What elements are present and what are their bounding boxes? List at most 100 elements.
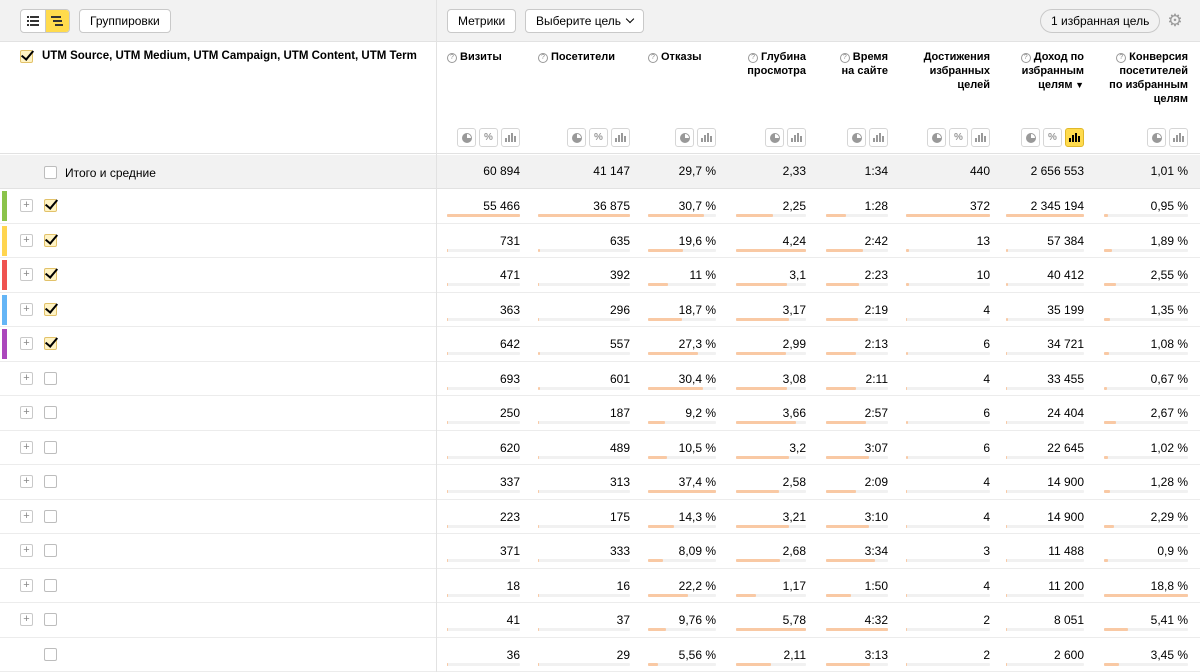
help-icon[interactable]: ?: [648, 53, 658, 63]
select-goal-dropdown[interactable]: Выберите цель: [525, 9, 645, 33]
column-header[interactable]: Достижения избранных целей: [906, 50, 990, 92]
table-cell: 4: [983, 371, 990, 386]
totals-checkbox[interactable]: [44, 166, 57, 179]
value-bar: [826, 490, 856, 493]
help-icon[interactable]: ?: [839, 53, 850, 63]
expand-icon[interactable]: +: [20, 613, 33, 626]
expand-icon[interactable]: +: [20, 337, 33, 350]
bar-chart-icon[interactable]: [501, 128, 520, 147]
expand-icon[interactable]: +: [20, 578, 33, 592]
row-checkbox[interactable]: [44, 337, 57, 350]
table-row: +693 601 30,4 % 3,08 2:11 4 33 455 0,67 %: [0, 361, 1200, 396]
value-bar-track: [1104, 352, 1188, 355]
help-icon[interactable]: ?: [447, 53, 457, 63]
row-checkbox[interactable]: [44, 406, 57, 419]
expand-icon[interactable]: +: [20, 233, 33, 247]
column-header[interactable]: ? Глубина просмотра: [736, 50, 806, 78]
column-header[interactable]: ? Посетители: [538, 50, 630, 64]
value-bar: [1006, 421, 1007, 424]
row-checkbox[interactable]: [44, 233, 57, 247]
row-checkbox[interactable]: [44, 509, 57, 523]
table-cell: 1:50: [864, 578, 888, 593]
table-cell: 2,11: [783, 647, 806, 662]
expand-icon[interactable]: +: [20, 440, 33, 454]
row-checkbox[interactable]: [44, 578, 57, 592]
expand-icon[interactable]: +: [20, 406, 33, 419]
pie-chart-icon[interactable]: [927, 128, 946, 147]
pie-chart-icon[interactable]: [567, 128, 586, 147]
row-checkbox[interactable]: [44, 199, 57, 212]
value-bar: [538, 352, 540, 355]
favorite-goals-button[interactable]: 1 избранная цель: [1040, 9, 1161, 33]
sort-desc-icon[interactable]: ▼: [1072, 80, 1084, 90]
percent-icon[interactable]: %: [479, 128, 498, 147]
value-bar: [447, 352, 448, 355]
select-all-checkbox[interactable]: [20, 50, 33, 63]
table-cell: 6: [983, 406, 990, 420]
column-header[interactable]: ? Время на сайте: [826, 50, 888, 78]
bar-chart-icon[interactable]: [611, 128, 630, 147]
pie-chart-icon[interactable]: [675, 128, 694, 147]
pie-chart-icon[interactable]: [1147, 128, 1166, 147]
expand-icon[interactable]: +: [20, 302, 33, 316]
expand-icon[interactable]: +: [20, 544, 33, 557]
value-bar: [447, 524, 448, 528]
bar-chart-icon[interactable]: [1169, 128, 1188, 147]
table-cell: 1,28 %: [1150, 475, 1188, 489]
column-header[interactable]: ? Отказы: [648, 50, 716, 64]
column-header[interactable]: ? Конверсия посетителей по избранным целя…: [1104, 50, 1188, 106]
value-bar-track: [906, 524, 990, 528]
pie-chart-icon[interactable]: [457, 128, 476, 147]
value-bar: [447, 317, 448, 321]
row-checkbox[interactable]: [44, 268, 57, 281]
row-checkbox[interactable]: [44, 440, 57, 454]
value-bar-track: [648, 455, 716, 459]
list-view-button[interactable]: [21, 10, 45, 32]
pie-chart-icon[interactable]: [847, 128, 866, 147]
expand-icon[interactable]: +: [20, 268, 33, 281]
table-cell: 471: [499, 268, 520, 282]
column-header[interactable]: ? Доход по избранным целям ▼: [1006, 50, 1084, 92]
value-bar: [906, 559, 907, 562]
chevron-down-icon: [625, 14, 635, 24]
help-icon[interactable]: ?: [1116, 53, 1127, 63]
help-icon[interactable]: ?: [748, 53, 759, 63]
percent-icon[interactable]: %: [589, 128, 608, 147]
value-bar-track: [447, 628, 520, 631]
value-bar-track: [826, 490, 888, 493]
table-cell: 14 900: [1047, 475, 1084, 489]
expand-icon[interactable]: +: [20, 475, 33, 488]
expand-icon[interactable]: +: [20, 371, 33, 385]
percent-icon[interactable]: %: [1043, 128, 1062, 147]
pie-chart-icon[interactable]: [765, 128, 784, 147]
row-checkbox[interactable]: [44, 647, 57, 661]
value-bar-track: [906, 455, 990, 459]
gear-icon[interactable]: ⚙: [1167, 11, 1183, 30]
row-checkbox[interactable]: [44, 302, 57, 316]
bar-chart-icon[interactable]: [869, 128, 888, 147]
value-bar-track: [1104, 628, 1188, 631]
metrics-button[interactable]: Метрики: [447, 9, 517, 33]
expand-icon[interactable]: +: [20, 199, 33, 212]
value-bar: [538, 593, 539, 597]
row-checkbox[interactable]: [44, 371, 57, 385]
help-icon[interactable]: ?: [1020, 53, 1031, 63]
tree-view-button[interactable]: [44, 10, 69, 32]
bar-chart-icon[interactable]: [971, 128, 990, 147]
pie-chart-icon[interactable]: [1021, 128, 1040, 147]
bar-chart-icon[interactable]: [697, 128, 716, 147]
help-icon[interactable]: ?: [538, 53, 548, 63]
row-checkbox[interactable]: [44, 475, 57, 488]
value-bar: [648, 593, 688, 597]
bar-chart-icon[interactable]: [787, 128, 806, 147]
row-checkbox[interactable]: [44, 544, 57, 557]
dimension-header: UTM Source, UTM Medium, UTM Campaign, UT…: [20, 50, 417, 63]
table-cell: 18,8 %: [1150, 578, 1188, 593]
expand-icon[interactable]: +: [20, 509, 33, 523]
column-header[interactable]: ? Визиты: [447, 50, 520, 64]
groupings-button[interactable]: Группировки: [79, 9, 171, 33]
table-cell: 693: [499, 371, 520, 386]
percent-icon[interactable]: %: [949, 128, 968, 147]
row-checkbox[interactable]: [44, 613, 57, 626]
bar-chart-icon[interactable]: [1065, 128, 1084, 147]
